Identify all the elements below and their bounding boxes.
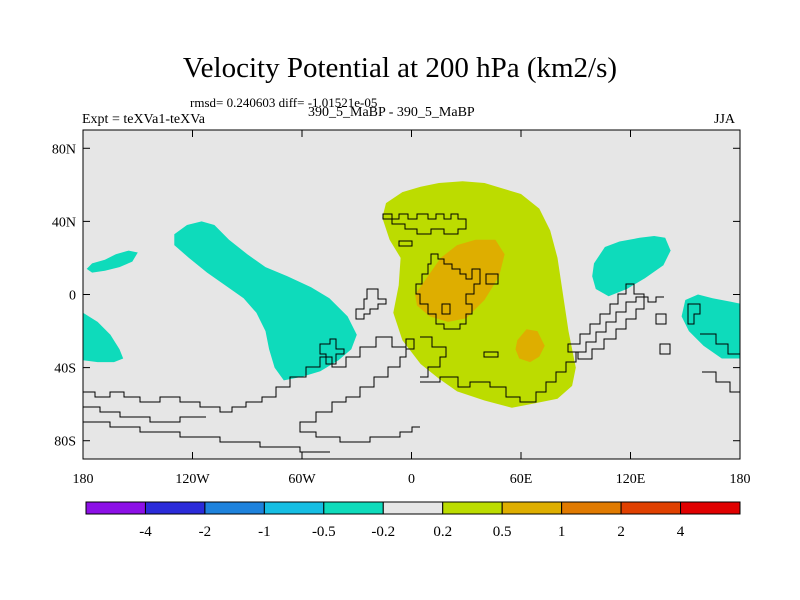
continent-outline bbox=[687, 303, 701, 325]
continent-outline bbox=[398, 240, 413, 247]
y-tick-label: 40N bbox=[52, 215, 76, 230]
y-tick-label: 40S bbox=[54, 362, 76, 377]
y-tick-label: 0 bbox=[69, 289, 76, 304]
continent-outline bbox=[415, 253, 481, 330]
continent-outline bbox=[659, 343, 671, 355]
x-tick-label: 120W bbox=[175, 472, 210, 487]
continent-outline bbox=[483, 351, 499, 358]
colorbar-swatch bbox=[144, 501, 206, 515]
contour-region-1 bbox=[83, 312, 124, 363]
colorbar-label: -2 bbox=[199, 524, 212, 540]
colorbar-label: 0.5 bbox=[493, 524, 512, 540]
stats-line: rmsd= 0.240603 diff= -1.01521e-05 bbox=[190, 95, 378, 110]
colorbar-label: 0.2 bbox=[433, 524, 452, 540]
contour-region-2 bbox=[174, 221, 357, 381]
continent-outline bbox=[83, 406, 206, 423]
continent-outline bbox=[441, 303, 451, 315]
x-tick-label: 180 bbox=[73, 472, 94, 487]
contour-region-7 bbox=[515, 329, 545, 363]
case-label: 390_5_MaBP - 390_5_MaBP bbox=[308, 105, 475, 120]
contour-region-4 bbox=[681, 294, 740, 359]
colorbar-swatch bbox=[561, 501, 622, 515]
chart-title: Velocity Potential at 200 hPa (km2/s) bbox=[182, 52, 618, 84]
colorbar-swatch bbox=[680, 501, 741, 515]
colorbar-label: -0.5 bbox=[312, 524, 336, 540]
continent-outline bbox=[567, 283, 645, 360]
continent-outline bbox=[702, 371, 740, 393]
contour-region-0 bbox=[86, 250, 138, 273]
colorbar-label: -1 bbox=[258, 524, 271, 540]
colorbar-swatch bbox=[263, 501, 325, 515]
axes-group: 180 120W 60W 0 60E 120E 180 80N 40N 0 40S 80S bbox=[52, 130, 751, 487]
colorbar-swatch bbox=[501, 501, 563, 515]
x-tick-label: 60E bbox=[510, 472, 533, 487]
contour-region-6 bbox=[415, 239, 505, 322]
colorbar-swatch bbox=[442, 501, 503, 515]
colorbar-label: 1 bbox=[558, 524, 566, 540]
continent-outline bbox=[420, 296, 664, 403]
colorbar-swatch bbox=[620, 501, 682, 515]
continent-outline bbox=[319, 338, 345, 365]
y-tick-label: 80N bbox=[52, 142, 76, 157]
experiment-label: Expt = teXVa1-teXVa bbox=[82, 112, 205, 127]
colorbar-swatch bbox=[382, 501, 444, 515]
contour-region-3 bbox=[592, 236, 671, 297]
continent-outline bbox=[83, 336, 420, 443]
colorbar-label: -4 bbox=[139, 524, 152, 540]
continent-outline-group bbox=[83, 213, 740, 453]
x-tick-label: 60W bbox=[288, 472, 316, 487]
continent-outline bbox=[420, 336, 447, 378]
colorbar-swatch bbox=[204, 501, 265, 515]
colorbar-label: 2 bbox=[617, 524, 625, 540]
season-label: JJA bbox=[714, 112, 736, 127]
continent-outline bbox=[405, 338, 415, 350]
x-tick-label: 180 bbox=[730, 472, 751, 487]
continent-outline bbox=[355, 288, 387, 320]
colorbar-label: 4 bbox=[677, 524, 685, 540]
continent-outline bbox=[700, 333, 740, 355]
colorbar-label: -0.2 bbox=[371, 524, 395, 540]
x-tick-label: 0 bbox=[408, 472, 415, 487]
continent-outline bbox=[382, 213, 467, 235]
continent-outline bbox=[655, 313, 667, 325]
colorbar-swatch bbox=[323, 501, 384, 515]
continent-outline bbox=[485, 273, 499, 285]
contour-fill-group bbox=[83, 181, 740, 408]
y-tick-label: 80S bbox=[54, 435, 76, 450]
x-tick-label: 120E bbox=[616, 472, 646, 487]
continent-outline bbox=[83, 421, 330, 453]
colorbar-swatch bbox=[85, 501, 146, 515]
colorbar: -4 -2 -1 -0.5 -0.2 0.2 0.5 1 2 4 bbox=[85, 501, 741, 540]
